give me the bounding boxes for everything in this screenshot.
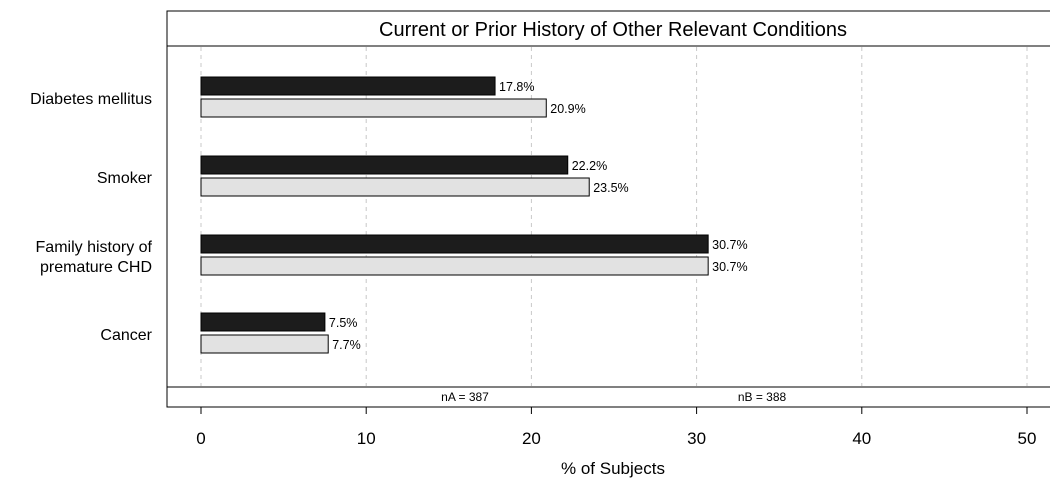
x-axis: 0 10 20 30 40 50 bbox=[167, 406, 1050, 448]
value-label-s2-c3: 30.7% bbox=[712, 260, 747, 274]
x-tick-label-0: 0 bbox=[196, 429, 205, 448]
x-tick-label-5: 50 bbox=[1018, 429, 1037, 448]
bar-s1-c4 bbox=[200, 312, 326, 332]
category-label-4: Cancer bbox=[100, 327, 152, 344]
category-label-1: Diabetes mellitus bbox=[30, 91, 152, 108]
category-label-2: Smoker bbox=[97, 170, 153, 187]
value-label-s1-c1: 17.8% bbox=[499, 80, 534, 94]
x-tick-label-2: 20 bbox=[522, 429, 541, 448]
bar-s1-c1 bbox=[200, 76, 496, 96]
count-label-2: nB = 388 bbox=[738, 390, 787, 404]
category-label-3-line-1: Family history of bbox=[36, 239, 153, 256]
x-tick-label-4: 40 bbox=[852, 429, 871, 448]
chart-title: Current or Prior History of Other Releva… bbox=[379, 19, 847, 41]
value-label-s2-c2: 23.5% bbox=[593, 181, 628, 195]
bar-s2-c2 bbox=[200, 177, 590, 197]
value-label-s2-c1: 20.9% bbox=[550, 102, 585, 116]
bar-s1-c3 bbox=[200, 234, 709, 254]
count-label-1: nA = 387 bbox=[441, 390, 489, 404]
bar-s2-c1 bbox=[200, 98, 547, 118]
value-label-s1-c3: 30.7% bbox=[712, 238, 747, 252]
count-labels: nA = 387 nB = 388 bbox=[441, 390, 786, 404]
value-label-s1-c4: 7.5% bbox=[329, 316, 358, 330]
bar-s2-c3 bbox=[200, 256, 709, 276]
x-tick-label-3: 30 bbox=[687, 429, 706, 448]
bar-s2-c4 bbox=[200, 334, 329, 354]
category-labels: Diabetes mellitus Smoker Family history of… bbox=[30, 91, 153, 344]
value-label-s2-c4: 7.7% bbox=[332, 338, 361, 352]
bars: 17.8% 20.9% 22.2% 23.5% 30.7% 30.7% 7.5% 7.7% bbox=[200, 76, 748, 354]
value-label-s1-c2: 22.2% bbox=[572, 159, 607, 173]
category-label-3-line-2: premature CHD bbox=[40, 259, 152, 276]
x-axis-title: % of Subjects bbox=[561, 459, 665, 478]
x-tick-label-1: 10 bbox=[357, 429, 376, 448]
bar-s1-c2 bbox=[200, 155, 569, 175]
